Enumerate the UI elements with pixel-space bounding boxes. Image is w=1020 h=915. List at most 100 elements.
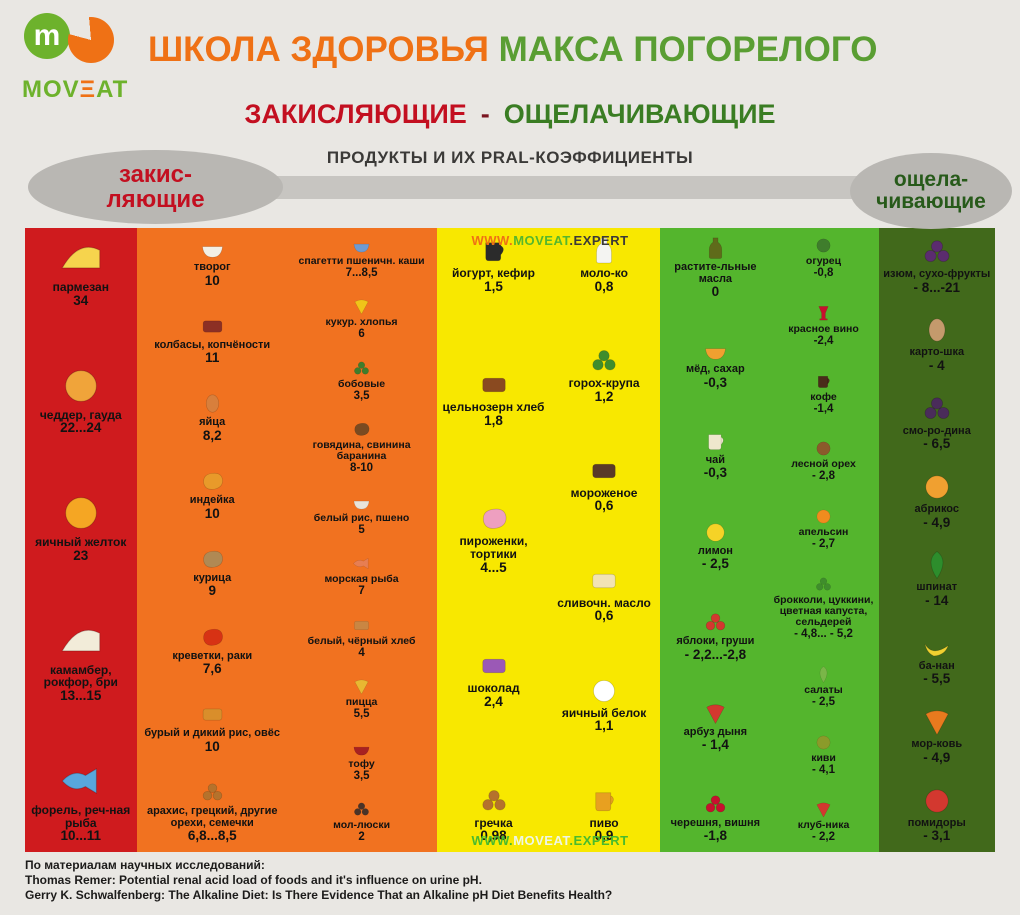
watermelon-icon — [706, 704, 725, 725]
food-item: индейка 10 — [190, 469, 235, 521]
turkey-icon — [203, 473, 223, 490]
currant-icon — [924, 397, 950, 419]
food-label: кукур. хлопья — [325, 316, 398, 329]
food-item: абрикос - 4,9 — [915, 471, 959, 530]
raisins-icon — [924, 240, 950, 262]
food-label: креветки, раки — [172, 649, 253, 662]
food-pral-value: - 4,8... - 5,2 — [794, 627, 853, 640]
pral-table: пармезан 34 чеддер, гауда 22...24 яичный жел… — [25, 228, 995, 852]
food-label: пироженки, тортики — [459, 534, 528, 562]
food-pral-value: 2 — [358, 831, 365, 844]
food-column: спагетти пшеничн. каши 7...8,5 кукур. хлоп… — [288, 236, 435, 844]
food-pral-value: 4 — [358, 646, 365, 659]
food-column: огурец -0,8 красное вино -2,4 кофе -1,4 лесной… — [770, 236, 876, 844]
milk-bottle-icon — [596, 237, 612, 264]
hazelnut-icon — [816, 441, 831, 456]
food-pral-value: - 8...-21 — [913, 279, 961, 295]
crayfish-icon — [203, 628, 223, 646]
cottage-cheese-icon — [201, 246, 223, 258]
food-item: помидоры - 3,1 — [908, 785, 966, 844]
food-pral-value: - 2,8 — [812, 470, 836, 483]
tea-cup-icon — [708, 434, 724, 450]
food-pral-value: - 14 — [925, 592, 949, 608]
corn-icon — [354, 300, 369, 316]
page-title: ШКОЛА ЗДОРОВЬЯ МАКСА ПОГОРЕЛОГО — [148, 30, 1008, 70]
food-pral-value: - 2,7 — [812, 538, 836, 551]
food-item: моло-ко 0,8 — [580, 236, 628, 294]
acidifying-bubble-line1: закис- — [118, 160, 193, 188]
references-heading: По материалам научных исследований: — [25, 858, 265, 872]
food-pral-value: 6,8...8,5 — [187, 828, 237, 844]
beans-icon — [354, 361, 369, 375]
food-label: форель, реч-ная рыба — [31, 802, 131, 830]
food-label: лесной орех — [791, 458, 856, 471]
food-item: красное вино -2,4 — [788, 304, 859, 348]
website-watermark-bottom: WWW.MOVEAT.EXPERT — [440, 833, 660, 848]
food-column: творог 10 колбасы, копчёности 11 яйца 8,2 инде… — [139, 236, 286, 844]
food-label: арахис, грецкий, другие орехи, семечки — [146, 805, 278, 829]
food-column: моло-ко 0,8 горох-крупа 1,2 мороженое 0,6 слив… — [550, 236, 659, 844]
moveat-logo-pacman-icon — [68, 17, 114, 63]
title-author: МАКСА ПОГОРЕЛОГО — [498, 30, 878, 69]
food-item: колбасы, копчёности 11 — [154, 314, 270, 366]
food-pral-value: 8-10 — [350, 462, 374, 475]
food-pral-value: 1,8 — [484, 412, 503, 428]
food-pral-value: - 2,2...-2,8 — [684, 646, 747, 662]
watermark-brand: MOVEAT — [513, 233, 570, 248]
food-label: чеддер, гауда — [39, 407, 122, 422]
food-pral-value: -0,3 — [703, 374, 728, 390]
food-label: ба-нан — [918, 659, 955, 672]
food-pral-value: - 2,5 — [701, 556, 729, 572]
food-item: белый рис, пшено 5 — [314, 493, 409, 537]
food-label: брокколи, цуккини, цветная капуста, сель… — [773, 593, 874, 628]
nuts-icon — [202, 783, 222, 801]
egg-white-icon — [593, 679, 615, 702]
food-item: мол-люски 2 — [333, 800, 390, 844]
salad-icon — [819, 665, 828, 683]
food-pral-value: - 4,9 — [923, 514, 951, 530]
logo-text-e: Ξ — [79, 76, 97, 103]
food-column: растите-льные масла 0 мёд, сахар -0,3 чай -0,… — [662, 236, 768, 844]
cherry-icon — [705, 795, 726, 812]
food-pral-value: 2,4 — [484, 693, 503, 709]
food-column: изюм, сухо-фрукты - 8...-21 карто-шка - 4 см… — [881, 236, 993, 844]
food-pral-value: 1,5 — [484, 278, 503, 294]
banana-icon — [924, 643, 949, 657]
food-label: бобовые — [338, 377, 386, 390]
food-item: спагетти пшеничн. каши 7...8,5 — [299, 236, 425, 280]
beer-icon — [595, 791, 614, 811]
food-item: мёд, сахар -0,3 — [686, 338, 745, 390]
food-item: белый, чёрный хлеб 4 — [308, 616, 415, 660]
food-pral-value: - 2,2 — [812, 831, 836, 844]
food-pral-value: 10 — [204, 505, 220, 521]
food-label: лимон — [697, 544, 733, 557]
food-item: изюм, сухо-фрукты - 8...-21 — [883, 236, 990, 295]
potato-icon — [928, 318, 946, 342]
wholegrain-bread-icon — [481, 378, 506, 393]
alkalizing-bubble-line2: чивающие — [876, 190, 986, 213]
food-item: яйца 8,2 — [199, 391, 225, 443]
food-pral-value: -0,8 — [813, 267, 834, 280]
food-item: шпинат - 14 — [916, 549, 957, 608]
food-item: морская рыба 7 — [324, 554, 399, 598]
band-alkalizing: растите-льные масла 0 мёд, сахар -0,3 чай -0,… — [660, 228, 879, 852]
food-label: мол-люски — [333, 819, 391, 832]
orange-icon — [816, 509, 831, 524]
tagline: ПРОДУКТЫ И ИХ PRAL-КОЭФФИЦИЕНТЫ — [326, 148, 694, 167]
food-label: бурый и дикий рис, овёс — [144, 727, 281, 740]
food-item: лимон - 2,5 — [698, 520, 733, 572]
food-label: тофу — [348, 757, 375, 770]
spoon-bar — [140, 176, 880, 199]
food-label: пармезан — [52, 280, 109, 294]
food-pral-value: 7...8,5 — [345, 267, 378, 280]
food-pral-value: 1,1 — [594, 718, 614, 734]
watermark-domain: .EXPERT — [569, 833, 629, 848]
food-item: яблоки, груши - 2,2...-2,8 — [676, 610, 754, 662]
food-label: яичный белок — [561, 705, 647, 720]
apple-pear-icon — [705, 613, 726, 631]
band-acidifying: творог 10 колбасы, копчёности 11 яйца 8,2 инде… — [136, 228, 438, 852]
food-label: арбуз дыня — [683, 725, 748, 738]
food-pral-value: 0,9 — [594, 828, 614, 844]
cupcake-icon — [482, 509, 506, 530]
band-strongly-alkalizing: изюм, сухо-фрукты - 8...-21 карто-шка - 4 см… — [878, 228, 995, 852]
